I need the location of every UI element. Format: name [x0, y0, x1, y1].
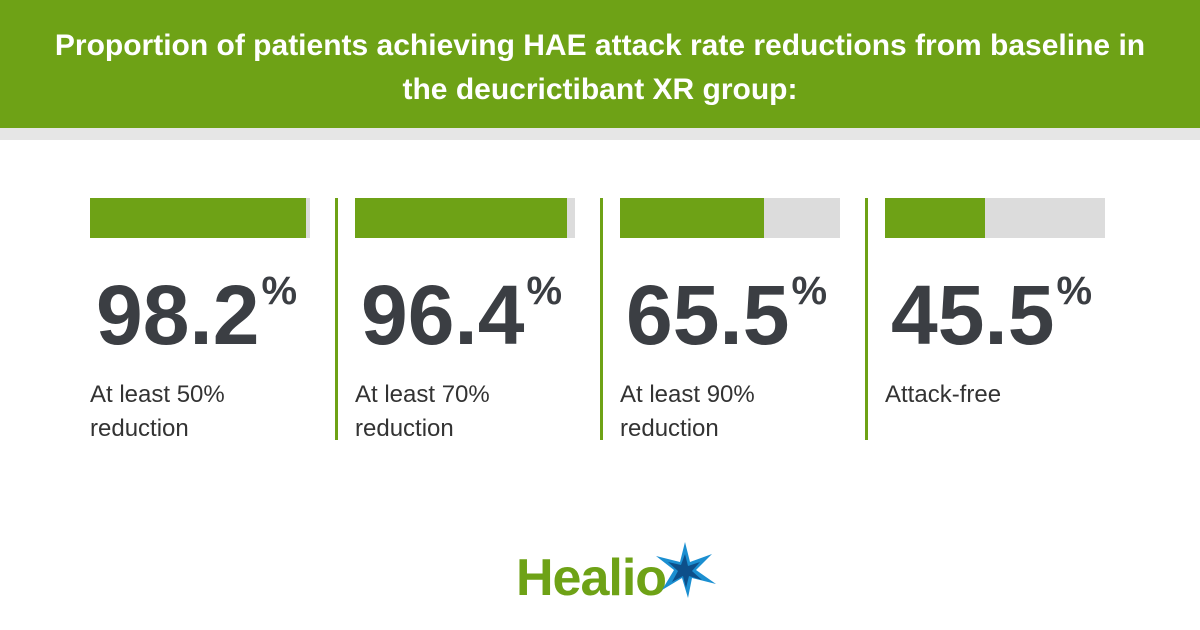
value-unit: %	[526, 269, 563, 313]
title-band	[0, 0, 1200, 128]
bar	[90, 198, 307, 238]
bar	[620, 198, 765, 238]
value-label: 98.2	[96, 268, 260, 362]
brand-name: Healio	[516, 549, 667, 607]
category-label: At least 50% reduction	[90, 381, 225, 442]
stat-value: 98.2%	[96, 268, 298, 362]
logo-star-inner	[668, 554, 702, 588]
value-unit: %	[1056, 269, 1093, 313]
category-label: At least 70% reduction	[355, 381, 490, 442]
bar	[885, 198, 986, 238]
stat-value: 96.4%	[361, 268, 563, 362]
category-label: At least 90% reduction	[620, 381, 755, 442]
value-unit: %	[261, 269, 298, 313]
column-divider	[335, 198, 338, 440]
category-label: Attack-free	[885, 381, 1002, 408]
stat-column: 96.4% At least 70% reduction	[355, 198, 595, 443]
stat-column: 98.2% At least 50% reduction	[90, 198, 330, 443]
bar	[355, 198, 568, 238]
chart-title: Proportion of patients achieving HAE att…	[54, 29, 1146, 106]
title-strip	[0, 128, 1200, 140]
value-label: 45.5	[891, 268, 1055, 362]
value-unit: %	[791, 269, 828, 313]
stat-column: 45.5% Attack-free	[885, 198, 1125, 443]
value-label: 96.4	[361, 268, 525, 362]
stat-value: 65.5%	[626, 268, 828, 362]
brand-logo	[656, 542, 716, 598]
column-divider	[600, 198, 603, 440]
value-label: 65.5	[626, 268, 790, 362]
stat-value: 45.5%	[891, 268, 1093, 362]
column-divider	[865, 198, 868, 440]
stat-column: 65.5% At least 90% reduction	[620, 198, 860, 443]
